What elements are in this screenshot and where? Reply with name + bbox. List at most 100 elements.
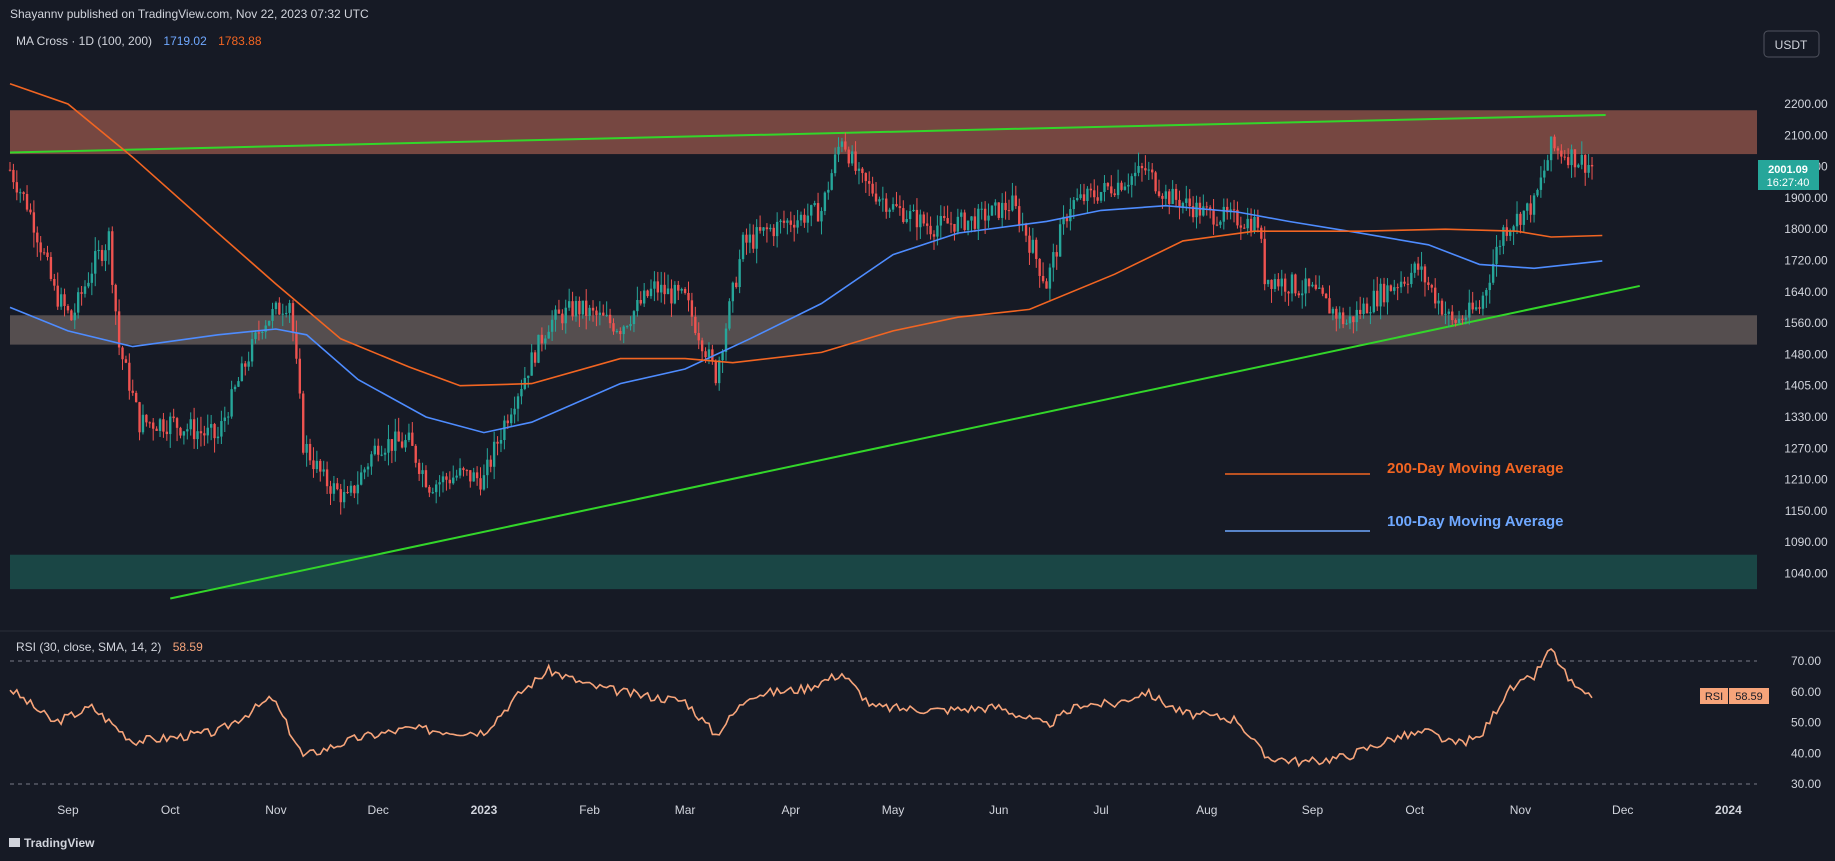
candle — [1474, 300, 1478, 312]
candle — [956, 208, 960, 235]
candle — [377, 438, 380, 462]
candle-body — [1546, 160, 1549, 171]
candle — [1144, 155, 1147, 175]
currency-button[interactable]: USDT — [1763, 30, 1820, 58]
ma200-value: 1783.88 — [218, 34, 262, 48]
candle-body — [1382, 283, 1386, 303]
ma-indicator-title[interactable]: MA Cross · 1D (100, 200) 1719.02 1783.88 — [16, 34, 262, 48]
legend: 200-Day Moving Average 100-Day Moving Av… — [1225, 460, 1563, 532]
candle-body — [943, 215, 946, 219]
candle-body — [479, 478, 482, 490]
candle — [237, 377, 240, 388]
candle — [987, 203, 990, 228]
candle — [850, 145, 854, 166]
tradingview-brand[interactable]: TradingView — [9, 836, 95, 850]
candle-body — [673, 284, 677, 304]
rsi-indicator-title[interactable]: RSI (30, close, SMA, 14, 2) 58.59 — [16, 640, 203, 654]
candle-body — [452, 477, 455, 484]
candle — [615, 328, 619, 334]
candle-body — [578, 300, 581, 315]
candle — [605, 301, 608, 318]
candle-body — [165, 431, 169, 435]
candle-body — [356, 484, 359, 494]
candle — [1379, 278, 1382, 320]
candle-body — [339, 489, 342, 503]
candle-body — [1249, 218, 1253, 232]
candle — [663, 272, 666, 305]
candle-body — [1416, 263, 1420, 270]
candle — [192, 407, 196, 449]
candle-body — [19, 192, 22, 194]
candle-body — [462, 468, 465, 471]
candle — [1549, 136, 1553, 172]
candle-body — [717, 360, 721, 384]
candle — [438, 475, 441, 497]
candle-body — [772, 227, 775, 237]
candle — [1355, 301, 1358, 332]
candle — [1000, 193, 1004, 227]
candle — [963, 209, 966, 233]
candle-body — [1369, 312, 1372, 314]
candle — [1464, 309, 1468, 325]
candle-body — [53, 278, 56, 286]
candle-body — [274, 302, 278, 310]
rsi-line[interactable] — [9, 647, 1593, 768]
candle — [1147, 161, 1150, 180]
candle-body — [980, 208, 983, 210]
candle — [233, 384, 237, 392]
candle — [1103, 175, 1106, 202]
candle-body — [12, 169, 15, 183]
candle-body — [298, 358, 302, 394]
candle — [619, 327, 622, 341]
candle-body — [1348, 316, 1352, 324]
last-price: 2001.09 — [1768, 164, 1808, 176]
candle — [1338, 306, 1341, 329]
candle — [1263, 226, 1266, 291]
candle-body — [885, 198, 888, 212]
candle — [1120, 180, 1123, 192]
candle-body — [1454, 320, 1457, 323]
trendline-lower[interactable] — [170, 284, 1640, 600]
ma200-line[interactable] — [9, 82, 1603, 387]
candle — [735, 276, 738, 289]
candle-body — [612, 323, 615, 332]
trendline-upper[interactable] — [9, 113, 1606, 154]
candle-body — [189, 419, 192, 430]
candle-body — [22, 192, 25, 194]
candle-body — [1011, 195, 1014, 211]
candle-body — [1226, 206, 1229, 213]
candle — [636, 286, 639, 317]
candle — [100, 245, 104, 267]
candle — [1560, 144, 1563, 164]
candle-body — [670, 288, 673, 304]
candle-body — [1236, 209, 1239, 226]
candle-body — [1318, 287, 1321, 289]
candle-body — [29, 209, 32, 213]
candle-body — [1290, 274, 1294, 294]
candle-body — [302, 393, 305, 453]
candle-body — [1362, 303, 1365, 314]
candle-body — [1331, 308, 1335, 314]
candle — [540, 327, 544, 352]
candle-body — [520, 388, 523, 397]
candle-body — [264, 325, 267, 332]
candle — [295, 320, 298, 364]
candle-body — [704, 351, 707, 358]
candle — [486, 448, 489, 489]
candle-body — [1355, 309, 1358, 323]
candle-body — [80, 292, 83, 294]
candle — [15, 170, 19, 201]
candle-body — [1007, 210, 1011, 212]
candle — [63, 288, 66, 317]
candle-body — [1512, 226, 1515, 231]
candle — [1393, 279, 1396, 295]
candle-body — [141, 414, 145, 433]
time-tick-label: Nov — [265, 803, 286, 817]
candle-body — [956, 216, 960, 232]
candle — [179, 426, 182, 439]
candle-body — [540, 334, 544, 344]
candle-body — [905, 219, 908, 222]
candle — [305, 435, 308, 467]
candle-body — [1079, 194, 1082, 199]
